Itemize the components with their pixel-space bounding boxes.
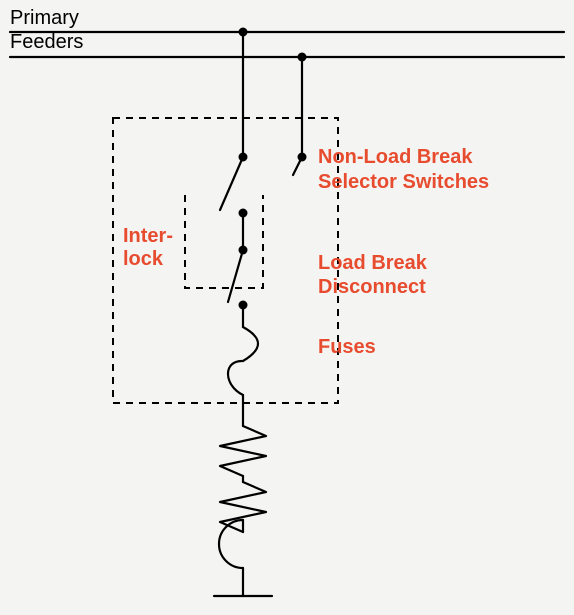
selector-switch-1-blade: [220, 157, 243, 210]
label-feeders: Feeders: [10, 31, 83, 54]
loadbreak-switch-blade: [228, 250, 243, 302]
label-nonload-line1: Non-Load Break: [318, 146, 472, 169]
transformer-primary-winding: [220, 426, 266, 476]
node-sw1-contact: [239, 209, 248, 218]
label-loadbreak-line2: Disconnect: [318, 276, 426, 299]
fuse-symbol: [228, 327, 258, 395]
node-feeder2-tap: [298, 53, 307, 62]
node-loadbreak-contact: [239, 301, 248, 310]
node-loadbreak-pivot: [239, 246, 248, 255]
node-sw2-pivot: [298, 153, 307, 162]
node-feeder1-tap: [239, 28, 248, 37]
node-sw1-pivot: [239, 153, 248, 162]
label-fuses: Fuses: [318, 336, 376, 359]
label-primary: Primary: [10, 7, 79, 30]
label-nonload-line2: Selector Switches: [318, 171, 489, 194]
label-interlock-line1: Inter-: [123, 225, 173, 248]
label-interlock-line2: lock: [123, 248, 163, 271]
interlock-box: [185, 195, 263, 288]
label-loadbreak-line1: Load Break: [318, 252, 427, 275]
